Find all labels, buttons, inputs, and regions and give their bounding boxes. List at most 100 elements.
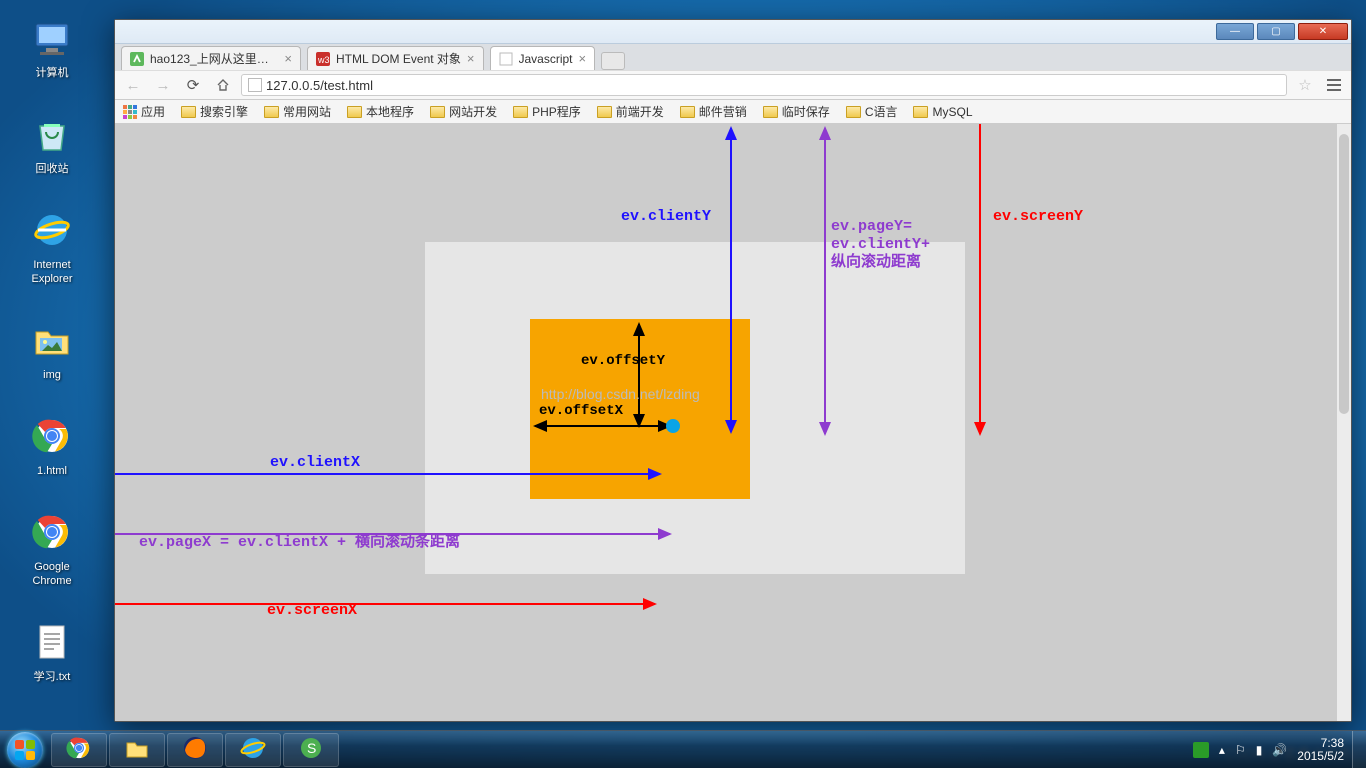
tab-favicon <box>499 52 513 66</box>
window-titlebar: — ▢ ✕ <box>115 20 1351 44</box>
home-button[interactable] <box>211 74 235 96</box>
bookmarks-bar: 应用 搜索引擎 常用网站本地程序 网站开发 PHP程序 前端开发 邮件营销 临时保存 C语言 My… <box>115 100 1351 124</box>
bookmark-folder-9[interactable]: MySQL <box>913 105 972 119</box>
bookmark-folder-6[interactable]: 邮件营销 <box>680 103 747 120</box>
desktop-icon-chrome2[interactable]: GoogleChrome <box>21 508 83 588</box>
bookmark-label: 常用网站 <box>283 103 331 120</box>
bookmark-label: 前端开发 <box>616 103 664 120</box>
start-button[interactable] <box>0 731 50 768</box>
folder-icon <box>347 106 362 118</box>
tray-chevron-icon[interactable]: ▴ <box>1219 743 1225 757</box>
system-tray[interactable]: ▴ ⚐ ▮ 🔊 7:38 2015/5/2 <box>1185 737 1352 763</box>
desktop-icon-ie[interactable]: InternetExplorer <box>21 206 83 286</box>
bookmark-folder-5[interactable]: 前端开发 <box>597 103 664 120</box>
folder-icon <box>680 106 695 118</box>
taskbar-clock[interactable]: 7:38 2015/5/2 <box>1297 737 1344 763</box>
folder-icon <box>846 106 861 118</box>
bookmark-label: MySQL <box>932 105 972 119</box>
svg-text:S: S <box>307 740 316 756</box>
tab-close-button[interactable]: × <box>284 51 292 66</box>
clock-time: 7:38 <box>1297 737 1344 750</box>
explorer-icon <box>124 735 150 764</box>
bookmark-folder-7[interactable]: 临时保存 <box>763 103 830 120</box>
page-viewport: ev.offsetYev.offsetXev.clientYev.clientX… <box>115 124 1351 721</box>
tray-network-icon[interactable]: ▮ <box>1256 743 1263 757</box>
tab-1[interactable]: w3HTML DOM Event 对象× <box>307 46 484 70</box>
folder-icon <box>763 106 778 118</box>
txt-icon <box>28 618 76 666</box>
bookmark-label: 临时保存 <box>782 103 830 120</box>
desktop-icon-img-folder[interactable]: img <box>21 316 83 382</box>
scrollbar-thumb[interactable] <box>1339 134 1349 414</box>
taskbar-item-explorer[interactable] <box>109 733 165 767</box>
bookmark-star-button[interactable]: ☆ <box>1293 76 1317 94</box>
clock-date: 2015/5/2 <box>1297 750 1344 763</box>
minimize-button[interactable]: — <box>1216 23 1254 40</box>
folder-icon <box>264 106 279 118</box>
desktop-icon-label: GoogleChrome <box>21 560 83 588</box>
bookmark-folder-4[interactable]: PHP程序 <box>513 103 581 120</box>
taskbar-items: S <box>50 733 340 767</box>
desktop-icon-computer[interactable]: 计算机 <box>21 14 83 80</box>
bookmark-folder-2[interactable]: 本地程序 <box>347 103 414 120</box>
folder-icon <box>913 106 928 118</box>
forward-button[interactable]: → <box>151 74 175 96</box>
close-button[interactable]: ✕ <box>1298 23 1348 40</box>
tab-title: hao123_上网从这里开始 <box>150 50 278 67</box>
taskbar-item-ie[interactable] <box>225 733 281 767</box>
reload-button[interactable]: ⟳ <box>181 74 205 96</box>
desktop-icons: 计算机回收站 InternetExplorer img 1.html GoogleChr… <box>12 14 92 714</box>
tray-flag-icon[interactable]: ⚐ <box>1235 743 1246 757</box>
svg-text:w3: w3 <box>317 55 330 65</box>
tab-0[interactable]: hao123_上网从这里开始 × <box>121 46 301 70</box>
desktop-icon-txt[interactable]: 学习.txt <box>21 618 83 684</box>
vertical-scrollbar[interactable] <box>1337 124 1351 721</box>
bookmark-folder-8[interactable]: C语言 <box>846 103 898 120</box>
bookmark-label: 邮件营销 <box>699 103 747 120</box>
show-desktop-button[interactable] <box>1352 731 1366 768</box>
lbl-offsetY: ev.offsetY <box>581 353 666 369</box>
taskbar-item-other[interactable]: S <box>283 733 339 767</box>
other-icon: S <box>298 735 324 764</box>
lbl-pageY: 纵向滚动距离 <box>831 252 921 271</box>
tray-volume-icon[interactable]: 🔊 <box>1272 743 1287 757</box>
bookmark-label: PHP程序 <box>532 103 581 120</box>
maximize-button[interactable]: ▢ <box>1257 23 1295 40</box>
tab-favicon: w3 <box>316 52 330 66</box>
url-text: 127.0.0.5/test.html <box>266 78 373 93</box>
lbl-pageX: ev.pageX = ev.clientX + 横向滚动条距离 <box>139 532 460 551</box>
bookmark-folder-3[interactable]: 网站开发 <box>430 103 497 120</box>
desktop-icon-chrome1[interactable]: 1.html <box>21 412 83 478</box>
desktop-icon-label: 1.html <box>21 464 83 478</box>
tab-close-button[interactable]: × <box>579 51 587 66</box>
desktop-icon-label: 回收站 <box>21 162 83 176</box>
taskbar-item-chrome[interactable] <box>51 733 107 767</box>
firefox-icon <box>182 735 208 764</box>
chrome2-icon <box>28 508 76 556</box>
tab-2[interactable]: Javascript× <box>490 46 596 70</box>
bookmark-folder-1[interactable]: 常用网站 <box>264 103 331 120</box>
bookmark-apps[interactable]: 应用 <box>123 103 165 120</box>
recycle-icon <box>28 110 76 158</box>
computer-icon <box>28 14 76 62</box>
taskbar-item-firefox[interactable] <box>167 733 223 767</box>
taskbar: S ▴ ⚐ ▮ 🔊 7:38 2015/5/2 <box>0 730 1366 768</box>
img-folder-icon <box>28 316 76 364</box>
tray-ime-icon[interactable] <box>1193 742 1209 758</box>
folder-icon <box>430 106 445 118</box>
address-bar[interactable]: 127.0.0.5/test.html <box>241 74 1287 96</box>
bookmark-folder-0[interactable]: 搜索引擎 <box>181 103 248 120</box>
folder-icon <box>513 106 528 118</box>
ie-icon <box>240 735 266 764</box>
ie-icon <box>28 206 76 254</box>
back-button[interactable]: ← <box>121 74 145 96</box>
desktop-icon-recycle[interactable]: 回收站 <box>21 110 83 176</box>
tab-close-button[interactable]: × <box>467 51 475 66</box>
menu-button[interactable] <box>1323 74 1345 96</box>
lbl-clientX: ev.clientX <box>270 454 360 471</box>
bookmark-label: C语言 <box>865 103 898 120</box>
desktop-icon-label: InternetExplorer <box>21 258 83 286</box>
new-tab-button[interactable] <box>601 52 625 70</box>
bookmark-label: 搜索引擎 <box>200 103 248 120</box>
bookmark-label: 网站开发 <box>449 103 497 120</box>
